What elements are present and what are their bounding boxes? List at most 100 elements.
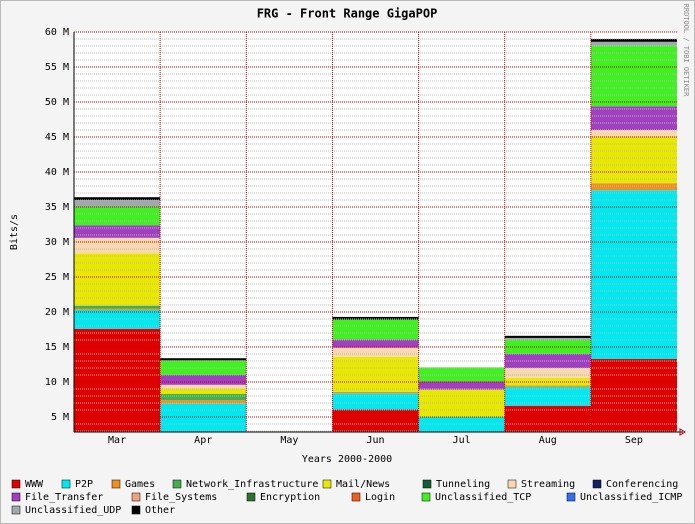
axis-arrow: [679, 428, 686, 436]
bar-segment: [504, 377, 591, 386]
y-tick-label: 10 M: [45, 377, 69, 388]
bar-segment: [590, 130, 677, 138]
bar-segment: [504, 368, 591, 378]
bar-segment: [74, 237, 161, 254]
bar-segment: [160, 400, 247, 404]
legend-label: Streaming: [521, 479, 575, 490]
legend-swatch: [592, 479, 602, 489]
bar-segment: [160, 358, 247, 361]
bar-segment: [74, 308, 161, 310]
x-tick-label: May: [280, 435, 298, 446]
bar-segment: [590, 45, 677, 107]
bar-segment: [160, 388, 247, 394]
y-tick-label: 45 M: [45, 132, 69, 143]
y-tick-label: 30 M: [45, 237, 69, 248]
legend-label: Games: [125, 479, 155, 490]
legend-swatch: [11, 479, 21, 489]
y-tick-label: 20 M: [45, 307, 69, 318]
legend-label: Unclassified_ICMP: [580, 492, 682, 503]
legend-label: Mail/News: [336, 479, 390, 490]
bar-segment: [418, 367, 505, 382]
bar-segment: [74, 328, 161, 432]
bar-segment: [332, 391, 419, 394]
bar-segment: [160, 393, 247, 401]
legend-swatch: [246, 492, 256, 502]
legend-label: File_Systems: [145, 492, 217, 503]
bar-segment: [418, 389, 505, 418]
y-tick-label: 60 M: [45, 27, 69, 38]
y-tick-label: 25 M: [45, 272, 69, 283]
y-tick-label: 5 M: [51, 412, 69, 423]
legend-swatch: [61, 479, 71, 489]
legend-swatch: [172, 479, 182, 489]
bar-segment: [590, 39, 677, 42]
legend-swatch: [566, 492, 576, 502]
bar-segment: [74, 200, 161, 208]
bar-segment: [160, 384, 247, 389]
x-tick-label: Apr: [194, 435, 212, 446]
legend-swatch: [111, 479, 121, 489]
legend-label: Conferencing: [606, 479, 678, 490]
legend-swatch: [131, 505, 141, 515]
x-axis-label: Years 2000-2000: [302, 454, 392, 465]
bar-segment: [590, 183, 677, 191]
legend-label: Tunneling: [436, 479, 490, 490]
legend-label: Network_Infrastructure: [186, 479, 318, 490]
x-tick-label: Aug: [539, 435, 557, 446]
bar-segment: [74, 207, 161, 226]
bar-segment: [590, 137, 677, 184]
legend-swatch: [11, 505, 21, 515]
legend-swatch: [422, 479, 432, 489]
legend-swatch: [507, 479, 517, 489]
bar-segment: [504, 335, 591, 338]
x-tick-label: Mar: [108, 435, 126, 446]
legend-label: Other: [145, 505, 175, 516]
bar-segment: [160, 375, 247, 385]
bar-segment: [74, 225, 161, 238]
bar-segment: [504, 386, 591, 406]
bar-segment: [590, 358, 677, 432]
legend-label: Unclassified_TCP: [435, 492, 531, 503]
legend-label: WWW: [25, 479, 44, 490]
bar-segment: [74, 197, 161, 201]
bar-segment: [332, 339, 419, 348]
y-axis-label: Bits/s: [9, 214, 20, 250]
bar-segment: [590, 41, 677, 46]
bar-segment: [332, 409, 419, 432]
bar-segment: [418, 381, 505, 390]
bar-segment: [332, 316, 419, 320]
bar-segment: [332, 356, 419, 392]
x-tick-label: Sep: [625, 435, 643, 446]
bar-segment: [504, 354, 591, 369]
x-tick-label: Jun: [366, 435, 384, 446]
legend-label: P2P: [75, 479, 93, 490]
bar-segment: [160, 360, 247, 376]
bar-segment: [160, 403, 247, 432]
y-tick-label: 55 M: [45, 62, 69, 73]
x-tick-label: Jul: [453, 435, 471, 446]
bar-segment: [74, 305, 161, 309]
bar-segment: [332, 347, 419, 357]
bar-segment: [504, 385, 591, 387]
y-tick-label: 35 M: [45, 202, 69, 213]
bar-segment: [504, 340, 591, 355]
bar-segment: [504, 337, 591, 341]
y-tick-label: 40 M: [45, 167, 69, 178]
bar-segment: [590, 106, 677, 131]
legend-label: File_Transfer: [25, 492, 103, 503]
y-tick-label: 15 M: [45, 342, 69, 353]
bar-segment: [74, 309, 161, 329]
legend-label: Unclassified_UDP: [25, 505, 121, 516]
legend-swatch: [131, 492, 141, 502]
y-tick-label: 50 M: [45, 97, 69, 108]
bar-segment: [332, 393, 419, 410]
bar-segment: [590, 190, 677, 359]
legend-label: Login: [365, 492, 395, 503]
bar-segment: [74, 253, 161, 306]
watermark: RRDTOOL / TOBI OETIKER: [682, 4, 690, 98]
legend-swatch: [322, 479, 332, 489]
bar-segment: [418, 417, 505, 432]
legend-swatch: [351, 492, 361, 502]
legend-swatch: [11, 492, 21, 502]
